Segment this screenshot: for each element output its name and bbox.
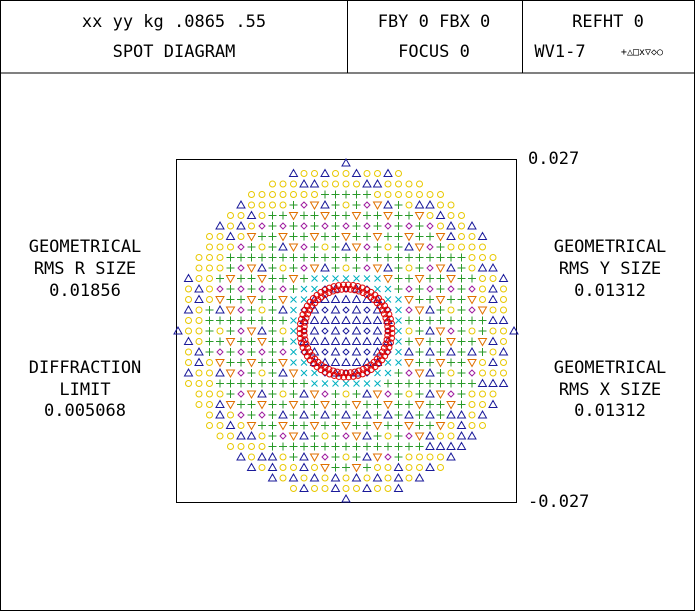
scale-label: -0.027 — [528, 492, 589, 512]
side-value: 0.01856 — [49, 281, 121, 301]
side-label: RMS Y SIZE — [559, 259, 661, 279]
header-text: REFHT 0 — [572, 12, 644, 32]
side-label: RMS X SIZE — [559, 380, 661, 400]
spot-pattern — [173, 157, 519, 503]
spot-symbols — [215, 201, 488, 473]
header-text: xx yy kg .0865 .55 — [82, 12, 266, 32]
spot-symbols — [296, 281, 396, 381]
spot-symbols — [185, 170, 508, 492]
header-text: SPOT DIAGRAM — [113, 42, 236, 62]
side-value: 0.01312 — [574, 401, 646, 421]
header-text: WV1-7 — [534, 42, 585, 62]
side-label: DIFFRACTION — [29, 358, 142, 378]
side-value: 0.005068 — [44, 401, 126, 421]
side-value: 0.01312 — [574, 281, 646, 301]
spot-symbols — [216, 201, 476, 461]
side-label: LIMIT — [59, 380, 110, 400]
scale-label: 0.027 — [528, 149, 579, 169]
side-label: GEOMETRICAL — [29, 237, 142, 257]
side-label: RMS R SIZE — [34, 259, 136, 279]
spot-symbols — [205, 190, 487, 472]
side-label: GEOMETRICAL — [554, 237, 667, 257]
side-label: GEOMETRICAL — [554, 358, 667, 378]
header-symbols: +△□x▽◇○ — [621, 47, 663, 58]
header-text: FOCUS 0 — [398, 42, 470, 62]
spot-symbols — [290, 275, 402, 387]
header-text: FBY 0 FBX 0 — [378, 12, 491, 32]
